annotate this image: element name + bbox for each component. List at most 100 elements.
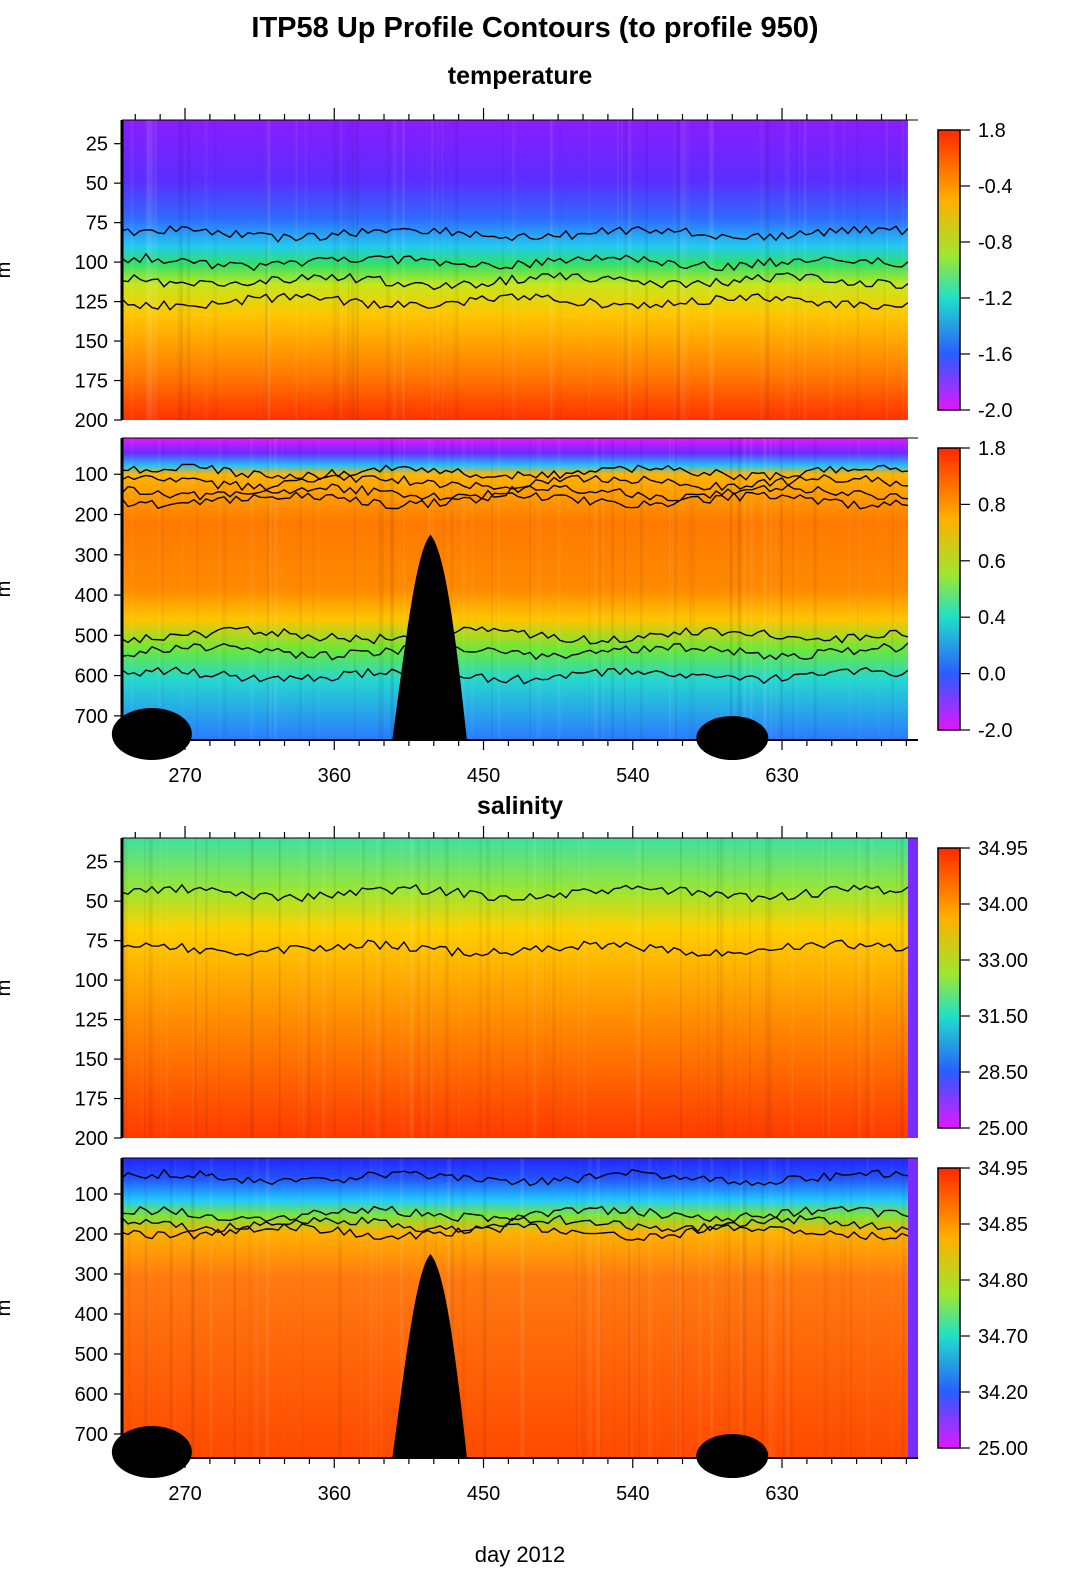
heatmap-streak <box>588 120 591 420</box>
heatmap-streak <box>842 120 845 420</box>
heatmap-streak <box>403 120 405 420</box>
heatmap-streak <box>411 838 414 1138</box>
colorbar-label: 0.8 <box>978 494 1006 516</box>
colorbar-label: 25.00 <box>978 1438 1028 1460</box>
heatmap-streak <box>351 120 355 420</box>
heatmap-streak <box>611 438 614 740</box>
heatmap-streak <box>369 1158 374 1458</box>
heatmap-streak <box>561 838 562 1138</box>
contour-line <box>121 483 909 502</box>
heatmap-field <box>122 1158 918 1458</box>
y-tick-label: 125 <box>75 292 108 314</box>
heatmap-streak <box>621 120 623 420</box>
heatmap-streak <box>403 438 406 740</box>
chart-title: ITP58 Up Profile Contours (to profile 95… <box>251 12 819 44</box>
heatmap-streak <box>301 1158 303 1458</box>
heatmap-streak <box>440 120 442 420</box>
heatmap-streak <box>544 838 546 1138</box>
edge-band <box>908 120 918 420</box>
heatmap-streak <box>716 838 719 1138</box>
heatmap-streak <box>549 838 550 1138</box>
heatmap-streak <box>148 838 153 1138</box>
heatmap-streak <box>727 1158 731 1458</box>
heatmap-streak <box>304 120 307 420</box>
heatmap-streak <box>791 838 794 1138</box>
heatmap-streak <box>151 120 153 420</box>
heatmap-streak <box>145 120 150 420</box>
colorbar-label: -2.0 <box>978 400 1012 422</box>
heatmap-streak <box>378 438 382 740</box>
heatmap-streak <box>147 120 152 420</box>
heatmap-streak <box>730 438 733 740</box>
heatmap-streak <box>279 838 281 1138</box>
heatmap-streak <box>170 1158 173 1458</box>
heatmap-streak <box>322 838 326 1138</box>
heatmap-streak <box>638 1158 640 1458</box>
heatmap-streak <box>356 120 359 420</box>
heatmap-streak <box>672 1158 677 1458</box>
heatmap-streak <box>765 120 770 420</box>
heatmap-streak <box>901 120 905 420</box>
heatmap-streak <box>630 1158 633 1458</box>
heatmap-streak <box>710 1158 714 1458</box>
heatmap-field <box>122 438 918 740</box>
x-tick-label: 270 <box>168 1483 201 1505</box>
heatmap-streak <box>252 838 254 1138</box>
heatmap-streak <box>753 120 754 420</box>
heatmap-streak <box>557 438 561 740</box>
heatmap-streak <box>312 438 314 740</box>
heatmap-streak <box>491 438 493 740</box>
heatmap-streak <box>249 1158 252 1458</box>
y-tick-label: 100 <box>75 252 108 274</box>
no-data-mask <box>111 1426 192 1478</box>
heatmap-streak <box>827 1158 829 1458</box>
temperature-upper-panel: 25 50 75 100 125 150 175 200 m 1.8 -0.4 -0.8 -1.2 -1.… <box>0 108 1012 432</box>
heatmap-streak <box>402 120 405 420</box>
heatmap-streak <box>552 838 556 1138</box>
heatmap-streak <box>762 438 767 740</box>
heatmap-streak <box>497 438 501 740</box>
heatmap-streak <box>144 838 146 1138</box>
colorbar-label: 0.0 <box>978 664 1006 686</box>
heatmap-streak <box>824 838 827 1138</box>
no-data-mask <box>696 1434 769 1478</box>
heatmap-streak <box>856 120 859 420</box>
heatmap-streak <box>390 438 394 740</box>
heatmap-streak <box>856 438 861 740</box>
heatmap-streak <box>204 120 208 420</box>
y-axis-label: m <box>0 1300 15 1317</box>
heatmap-streak <box>520 1158 524 1458</box>
heatmap-streak <box>883 120 886 420</box>
heatmap-streak <box>417 838 420 1138</box>
temperature-section-title: temperature <box>447 62 593 90</box>
y-axis-label: m <box>0 980 15 997</box>
heatmap-streak <box>803 120 807 420</box>
y-tick-label: 175 <box>75 1089 108 1111</box>
heatmap-streak <box>769 438 773 740</box>
contour-line <box>121 272 909 291</box>
heatmap-streak <box>884 120 888 420</box>
heatmap-streak <box>682 120 686 420</box>
colorbar-label: 34.00 <box>978 894 1028 916</box>
heatmap-streak <box>233 1158 236 1458</box>
heatmap-streak <box>441 120 443 420</box>
heatmap-field <box>122 120 918 420</box>
heatmap-streak <box>436 120 439 420</box>
contour-line <box>121 474 909 492</box>
heatmap-streak <box>479 838 483 1138</box>
x-axis-label: day 2012 <box>474 1542 566 1567</box>
heatmap-streak <box>900 838 904 1138</box>
heatmap-streak <box>896 838 897 1138</box>
heatmap-streak <box>148 120 150 420</box>
heatmap-streak <box>381 838 385 1138</box>
heatmap-streak <box>597 1158 601 1458</box>
heatmap-streak <box>268 438 272 740</box>
colorbar-label: -2.0 <box>978 720 1012 742</box>
heatmap-streak <box>379 1158 383 1458</box>
y-tick-label: 25 <box>86 134 108 156</box>
heatmap-streak <box>359 1158 362 1458</box>
heatmap-streak <box>450 438 454 740</box>
y-axis-label: m <box>0 262 15 279</box>
heatmap-streak <box>785 1158 790 1458</box>
heatmap-streak <box>141 838 143 1138</box>
